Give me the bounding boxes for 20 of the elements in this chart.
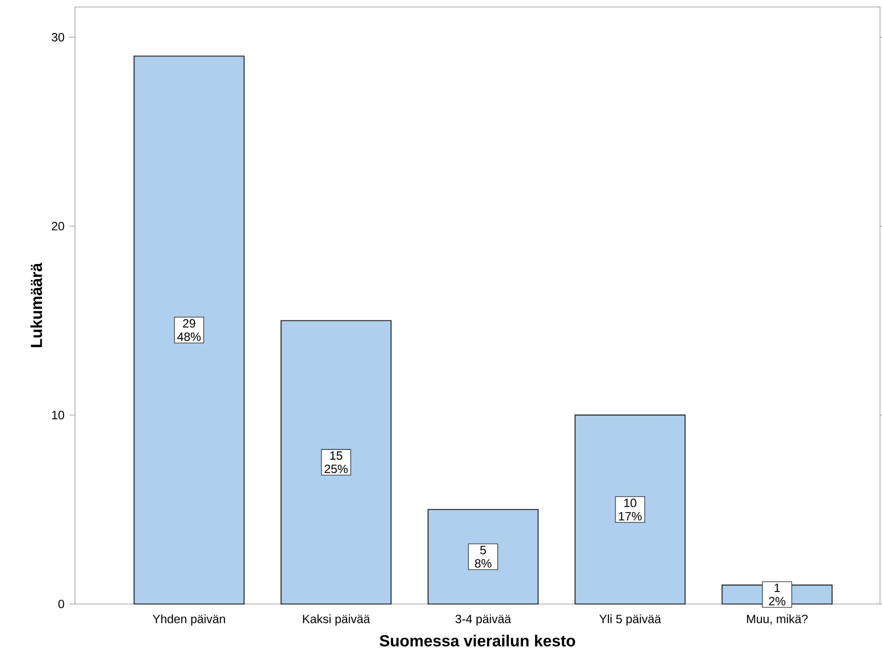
y-tick-label: 0 <box>58 600 64 608</box>
bar <box>134 56 245 605</box>
x-tick-label: Yhden päivän <box>152 614 225 626</box>
y-tick-label: 10 <box>52 410 64 420</box>
bar <box>574 414 686 605</box>
bar <box>280 320 392 605</box>
x-tick-label: 3-4 päivää <box>456 614 512 626</box>
data-label: 5 8% <box>474 546 492 568</box>
data-label: 29 48% <box>177 319 201 341</box>
x-tick-label: Yli 5 päivää <box>599 614 662 626</box>
x-tick-label: Kaksi päivää <box>303 614 370 626</box>
y-axis-title: Lukumäärä <box>30 262 42 348</box>
x-tick-label: Muu, mikä? <box>747 614 808 625</box>
data-label: 10 17% <box>619 498 642 520</box>
data-label: 15 25% <box>324 451 348 474</box>
x-axis-title: Suomessa vierailun kesto <box>380 634 576 646</box>
y-tick-label: 20 <box>52 222 64 230</box>
y-tick-label: 30 <box>52 32 64 42</box>
bar <box>428 508 539 605</box>
data-label: 1 2% <box>769 584 786 606</box>
